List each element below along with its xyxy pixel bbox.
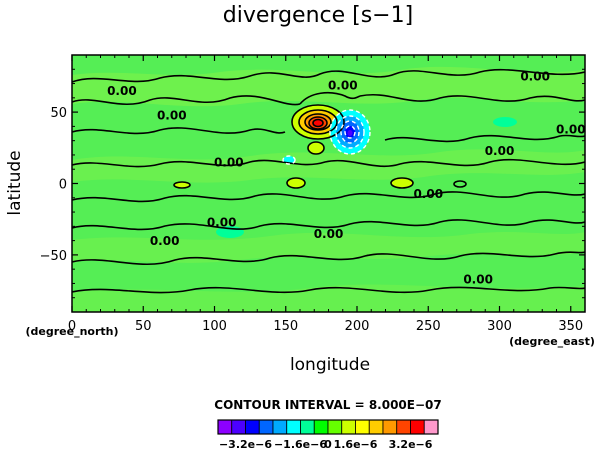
- colorbar-swatch: [327, 419, 343, 435]
- contour-label: 0.00: [485, 144, 515, 158]
- y-tick-label: −50: [40, 249, 67, 264]
- colorbar-swatch: [410, 419, 425, 435]
- colorbar-tick-labels: −3.2e−6 −1.6e−60 1.6e−6 3.2e−6: [219, 438, 433, 451]
- contour-label: 0.00: [413, 187, 443, 201]
- x-tick-label: 350: [558, 319, 583, 334]
- contour-label: 0.00: [556, 123, 586, 137]
- x-tick-label: 100: [202, 319, 227, 334]
- x-tick-label: 0: [68, 319, 76, 334]
- colorbar-swatch: [423, 419, 439, 435]
- colorbar-swatch: [231, 419, 246, 435]
- colorbar-swatch: [217, 419, 233, 435]
- colorbar-swatch: [382, 419, 398, 435]
- colorbar-tick-label: 1.6e−6: [334, 438, 378, 451]
- contour-labels: 0.00 0.00 0.00 0.00 0.00 0.00 0.00 0.00 0.00 0.00…: [107, 70, 585, 287]
- x-axis-label: longitude: [290, 355, 370, 375]
- y-unit-label: (degree_north): [25, 325, 118, 338]
- colorbar-swatch: [300, 419, 315, 435]
- contour-label: 0.00: [207, 215, 237, 229]
- x-axis: 0 50 100 150 200 250 300 350: [68, 55, 583, 334]
- colorbar-swatch: [258, 419, 274, 435]
- contour-label: 0.00: [150, 234, 180, 248]
- contour-label: 0.00: [214, 155, 244, 169]
- contour-label: 0.00: [463, 272, 493, 286]
- y-tick-label: 0: [59, 178, 67, 193]
- contour-label: 0.00: [520, 70, 550, 84]
- y-axis: 50 0 −50: [40, 68, 585, 299]
- colorbar-swatch: [313, 419, 329, 435]
- colorbar-swatch: [272, 419, 288, 435]
- y-tick-label: 50: [50, 106, 67, 121]
- x-tick-label: 200: [345, 319, 370, 334]
- contour-label: 0.00: [328, 78, 358, 92]
- colorbar-tick-label: −1.6e−6: [274, 438, 327, 451]
- x-tick-label: 150: [273, 319, 298, 334]
- colorbar: [217, 419, 439, 435]
- colorbar-swatch: [396, 419, 411, 435]
- colorbar-tick-label: −3.2e−6: [219, 438, 272, 451]
- colorbar-tick-label: 3.2e−6: [389, 438, 433, 451]
- contour-interval-text: CONTOUR INTERVAL = 8.000E−07: [214, 398, 441, 412]
- x-tick-label: 250: [416, 319, 441, 334]
- contour-label: 0.00: [314, 227, 344, 241]
- chart-title: divergence [s−1]: [223, 3, 413, 28]
- contour-field: 0.00 0.00 0.00 0.00 0.00 0.00 0.00 0.00 0.00 0.00…: [72, 66, 585, 312]
- x-tick-label: 300: [487, 319, 512, 334]
- colorbar-swatch: [355, 419, 370, 435]
- contour-label: 0.00: [157, 108, 187, 122]
- x-unit-label: (degree_east): [509, 335, 595, 348]
- x-tick-label: 50: [135, 319, 152, 334]
- colorbar-frame: [217, 419, 439, 435]
- y-axis-label: latitude: [5, 150, 25, 215]
- colorbar-swatch: [368, 419, 384, 435]
- colorbar-tick-label: 0: [324, 438, 332, 451]
- contour-label: 0.00: [107, 84, 137, 98]
- colorbar-swatch: [286, 419, 301, 435]
- colorbar-swatch: [341, 419, 356, 435]
- colorbar-swatch: [245, 419, 260, 435]
